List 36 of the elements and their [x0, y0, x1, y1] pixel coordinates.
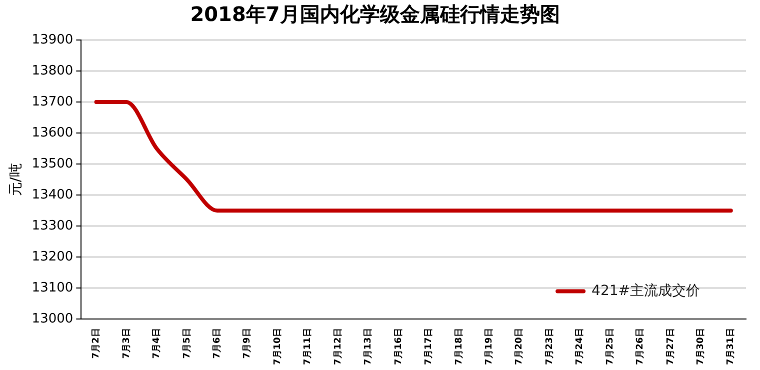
y-tick-label: 13000 — [32, 312, 74, 327]
legend-label: 421#主流成交价 — [592, 282, 700, 299]
x-tick-label: 7月4日 — [151, 328, 162, 359]
x-tick-label: 7月12日 — [332, 328, 344, 366]
chart-title: 2018年7月国内化学级金属硅行情走势图 — [190, 2, 560, 26]
y-tick-label: 13100 — [32, 280, 74, 296]
x-tick-label: 7月17日 — [423, 328, 434, 366]
y-tick-label: 13500 — [32, 156, 74, 172]
x-tick-label: 7月24日 — [574, 328, 586, 366]
x-tick-label: 7月20日 — [514, 328, 525, 366]
y-tick-label: 13200 — [32, 250, 74, 265]
y-tick-label: 13800 — [32, 63, 74, 78]
x-tick-label: 7月2日 — [90, 328, 102, 359]
x-tick-label: 7月30日 — [695, 328, 706, 366]
x-tick-label: 7月6日 — [211, 328, 222, 359]
y-axis-title: 元/吨 — [8, 163, 24, 196]
x-tick-label: 7月10日 — [272, 328, 283, 366]
x-tick-label: 7月13日 — [362, 328, 374, 366]
x-tick-label: 7月11日 — [302, 328, 314, 366]
y-tick-label: 13600 — [32, 125, 74, 140]
line-series — [94, 100, 733, 213]
x-tick-label: 7月3日 — [120, 328, 132, 359]
y-tick-label: 13300 — [32, 218, 74, 234]
x-tick-label: 7月23日 — [544, 328, 555, 366]
x-tick-label: 7月18日 — [453, 328, 464, 366]
y-tick-label: 13900 — [32, 32, 74, 48]
x-tick-label: 7月25日 — [604, 328, 616, 366]
x-tick-label: 7月16日 — [392, 328, 404, 366]
x-tick-label: 7月19日 — [483, 328, 494, 366]
x-tick-label: 7月5日 — [181, 328, 192, 359]
x-tick-label: 7月31日 — [725, 328, 736, 366]
y-tick-label: 13400 — [32, 187, 74, 202]
x-tick-label: 7月26日 — [634, 328, 646, 366]
x-tick-label: 7月9日 — [242, 328, 253, 359]
x-tick-label: 7月27日 — [664, 328, 676, 366]
y-tick-label: 13700 — [32, 94, 74, 110]
